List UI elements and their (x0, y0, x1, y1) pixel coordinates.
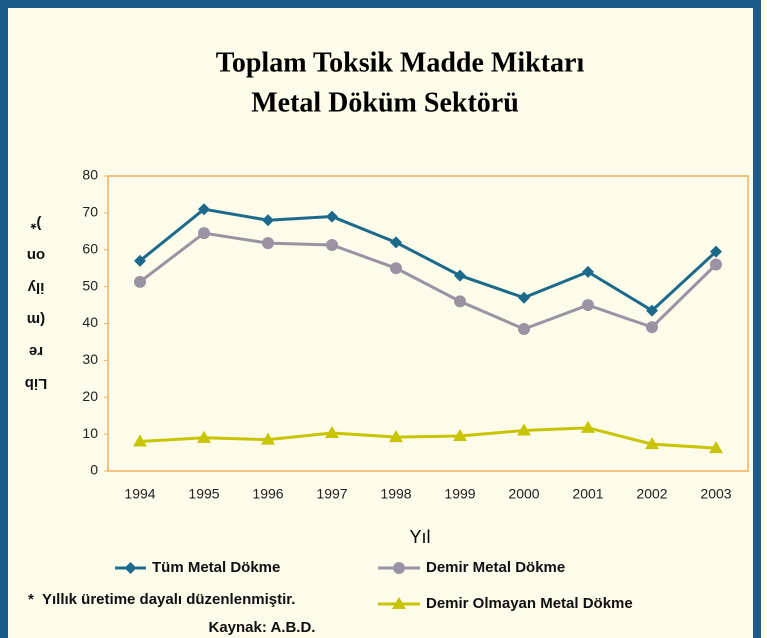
x-tick-label: 1998 (380, 486, 411, 502)
marker (453, 428, 467, 441)
marker (390, 262, 402, 275)
marker (134, 254, 146, 267)
x-tick-label: 2000 (508, 486, 539, 502)
y-axis-label: on (27, 247, 45, 264)
marker (389, 430, 403, 443)
marker (390, 236, 402, 249)
y-tick-label: 30 (82, 351, 98, 367)
series-line (139, 231, 718, 331)
y-tick-label: 10 (82, 425, 98, 441)
marker (582, 265, 594, 278)
marker (325, 426, 339, 439)
x-tick-label: 1999 (444, 486, 475, 502)
y-tick-label: 50 (82, 277, 98, 293)
marker (198, 203, 210, 216)
marker (262, 237, 274, 250)
marker (454, 295, 466, 308)
series-line (139, 426, 717, 450)
x-tick-label: 1997 (316, 486, 347, 502)
source: Kaynak: A.B.D. (209, 619, 316, 636)
x-tick-label: 1994 (124, 486, 155, 502)
marker (710, 258, 722, 271)
marker (326, 210, 338, 223)
y-tick-label: 60 (82, 240, 98, 256)
marker (582, 299, 594, 312)
marker (518, 323, 530, 336)
marker (134, 275, 146, 288)
marker (261, 432, 275, 445)
y-axis-label: re (29, 343, 43, 360)
y-tick-label: 80 (82, 167, 98, 183)
legend-marker (124, 562, 137, 574)
series-line (139, 207, 718, 313)
marker (198, 227, 210, 240)
legend-label: Tüm Metal Dökme (152, 559, 280, 576)
marker (709, 441, 723, 454)
y-axis-label: (m (27, 311, 45, 328)
legend-label: Demir Olmayan Metal Dökme (426, 595, 633, 612)
y-tick-label: 0 (90, 462, 98, 478)
y-axis-label: )* (30, 215, 41, 232)
marker (646, 304, 658, 317)
y-tick-label: 40 (82, 314, 98, 330)
note: Yıllık üretime dayalı düzenlenmiştir. (42, 591, 295, 608)
chart-title: Metal Döküm Sektörü (251, 87, 519, 118)
marker (710, 245, 722, 258)
note: * (28, 591, 34, 608)
marker (645, 437, 659, 450)
y-tick-label: 70 (82, 204, 98, 220)
y-axis-label: Lib (25, 375, 48, 392)
legend-marker (392, 597, 406, 609)
marker (646, 321, 658, 334)
marker (133, 434, 147, 447)
x-axis-label: Yıl (409, 527, 430, 547)
y-tick-label: 20 (82, 388, 98, 404)
legend-marker (393, 562, 405, 574)
marker (581, 420, 595, 433)
marker (517, 423, 531, 436)
marker (326, 238, 338, 251)
x-tick-label: 2003 (700, 486, 731, 502)
chart-title: Toplam Toksik Madde Miktarı (216, 47, 585, 78)
y-axis-label: ily (27, 279, 44, 296)
marker (262, 214, 274, 227)
marker (197, 430, 211, 443)
legend-label: Demir Metal Dökme (426, 559, 565, 576)
x-tick-label: 2002 (636, 486, 667, 502)
x-tick-label: 1996 (252, 486, 283, 502)
x-tick-label: 1995 (188, 486, 219, 502)
x-tick-label: 2001 (572, 486, 603, 502)
marker (518, 291, 530, 304)
marker (454, 269, 466, 282)
